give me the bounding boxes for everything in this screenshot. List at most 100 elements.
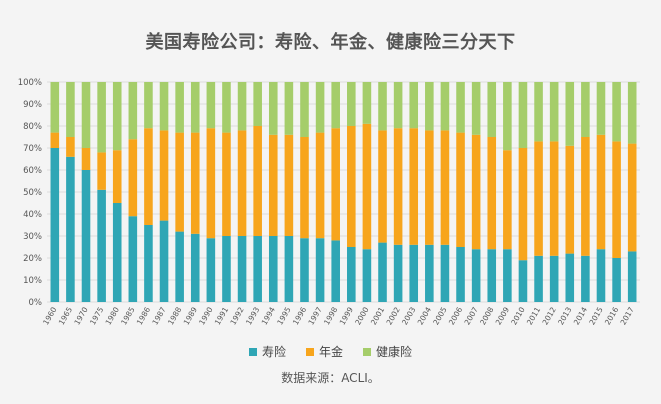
x-tick-label: 1996 (291, 305, 308, 326)
x-tick-label: 2009 (494, 305, 511, 326)
bar-segment-annuity (159, 130, 169, 221)
bar-segment-life (612, 258, 621, 302)
x-tick-label: 1998 (322, 305, 339, 326)
bar-segment-life (81, 170, 91, 302)
x-tick-label: 1965 (57, 305, 74, 326)
y-tick-label: 20% (23, 254, 42, 264)
bar-segment-life (237, 236, 247, 302)
legend: 寿险 年金 健康险 (0, 343, 661, 360)
bar-segment-health (565, 82, 575, 146)
bar-segment-health (487, 82, 497, 137)
x-tick-label: 1995 (275, 305, 292, 326)
bar-segment-life (393, 244, 403, 302)
bar-segment-annuity (612, 141, 621, 258)
x-tick-label: 1991 (213, 305, 230, 326)
x-tick-label: 2013 (556, 305, 573, 326)
x-axis-ticks: 1960196519701975198019851986198719881989… (41, 305, 636, 326)
bar-segment-annuity (81, 148, 91, 170)
bar-segment-annuity (112, 150, 122, 203)
bar-segment-health (518, 82, 528, 148)
bar-segment-annuity (128, 139, 138, 217)
bar-segment-annuity (97, 152, 106, 190)
x-tick-label: 1990 (197, 305, 214, 326)
bar-segment-annuity (268, 134, 278, 236)
y-tick-label: 80% (23, 122, 42, 132)
x-tick-label: 1999 (338, 305, 355, 326)
y-tick-label: 70% (23, 144, 42, 154)
x-tick-label: 2005 (431, 305, 448, 326)
bar-segment-health (253, 82, 262, 126)
x-tick-label: 2016 (603, 305, 620, 326)
legend-label-life: 寿险 (261, 345, 286, 359)
bar-segment-health (331, 82, 340, 129)
bar-segment-life (300, 238, 309, 302)
bar-segment-life (503, 249, 512, 302)
bar-segment-annuity (300, 137, 309, 239)
bar-segment-health (378, 82, 387, 131)
bar-segment-health (190, 82, 200, 133)
bar-segment-annuity (456, 132, 465, 247)
bar-segment-health (456, 82, 465, 133)
bar-segment-health (534, 82, 543, 142)
x-tick-label: 2015 (587, 305, 604, 326)
y-axis-ticks: 0% 10% 20% 30% 40% 50% 60% 70% 80% 90% 100% (18, 78, 42, 308)
y-tick-label: 100% (18, 78, 42, 88)
bar-segment-life (549, 255, 559, 302)
bar-segment-annuity (362, 123, 372, 250)
bar-segment-life (534, 255, 543, 302)
bar-segment-health (503, 82, 512, 151)
bar-segment-health (66, 82, 75, 137)
legend-item-annuity: 年金 (305, 343, 343, 360)
bar-segment-annuity (503, 150, 512, 250)
bar-segment-annuity (409, 128, 419, 245)
bar-segment-annuity (222, 132, 231, 236)
x-tick-label: 2006 (447, 305, 464, 326)
bar-segment-life (190, 233, 200, 302)
legend-item-health: 健康险 (363, 343, 412, 360)
bar-segment-health (112, 82, 122, 151)
bar-segment-annuity (66, 137, 75, 157)
bar-segment-life (565, 253, 575, 302)
source-note: 数据来源：ACLI。 (281, 371, 380, 385)
bar-segment-health (612, 82, 621, 142)
bar-segment-health (393, 82, 403, 129)
bar-segment-health (206, 82, 216, 129)
x-tick-label: 1987 (150, 305, 167, 326)
bar-segment-annuity (237, 130, 247, 236)
bar-segment-life (97, 189, 106, 302)
bar-segment-life (378, 242, 387, 302)
bar-segment-health (144, 82, 153, 129)
bar-segment-life (347, 247, 356, 302)
bar-segment-health (237, 82, 247, 131)
bar-segment-health (268, 82, 278, 135)
legend-item-life: 寿险 (248, 343, 286, 360)
bar-segment-health (409, 82, 419, 129)
x-tick-label: 1994 (260, 305, 277, 326)
bar-segment-life (284, 236, 294, 302)
x-tick-label: 1989 (182, 305, 199, 326)
bar-segment-life (581, 255, 590, 302)
bar-segment-life (627, 251, 637, 302)
bar-segment-annuity (581, 137, 590, 256)
bar-segment-annuity (487, 137, 497, 250)
bar-segment-health (596, 82, 606, 135)
bar-segment-health (300, 82, 309, 137)
bar-segment-life (253, 236, 262, 302)
bar-segment-health (425, 82, 434, 131)
bar-segment-life (456, 247, 465, 302)
x-tick-label: 1980 (104, 305, 121, 326)
bar-segment-health (159, 82, 169, 131)
legend-swatch-life (248, 347, 257, 356)
x-tick-label: 2001 (369, 305, 386, 326)
bar-segment-annuity (347, 126, 356, 247)
bar-segment-life (471, 249, 481, 302)
bar-segment-annuity (425, 130, 434, 245)
bar-segment-life (50, 148, 60, 302)
bar-segment-health (627, 82, 637, 144)
bar-segment-life (268, 236, 278, 302)
x-tick-label: 1993 (244, 305, 261, 326)
bar-segment-annuity (50, 132, 60, 148)
bar-segment-health (549, 82, 559, 142)
legend-swatch-annuity (305, 347, 314, 356)
bar-segment-life (206, 238, 216, 302)
